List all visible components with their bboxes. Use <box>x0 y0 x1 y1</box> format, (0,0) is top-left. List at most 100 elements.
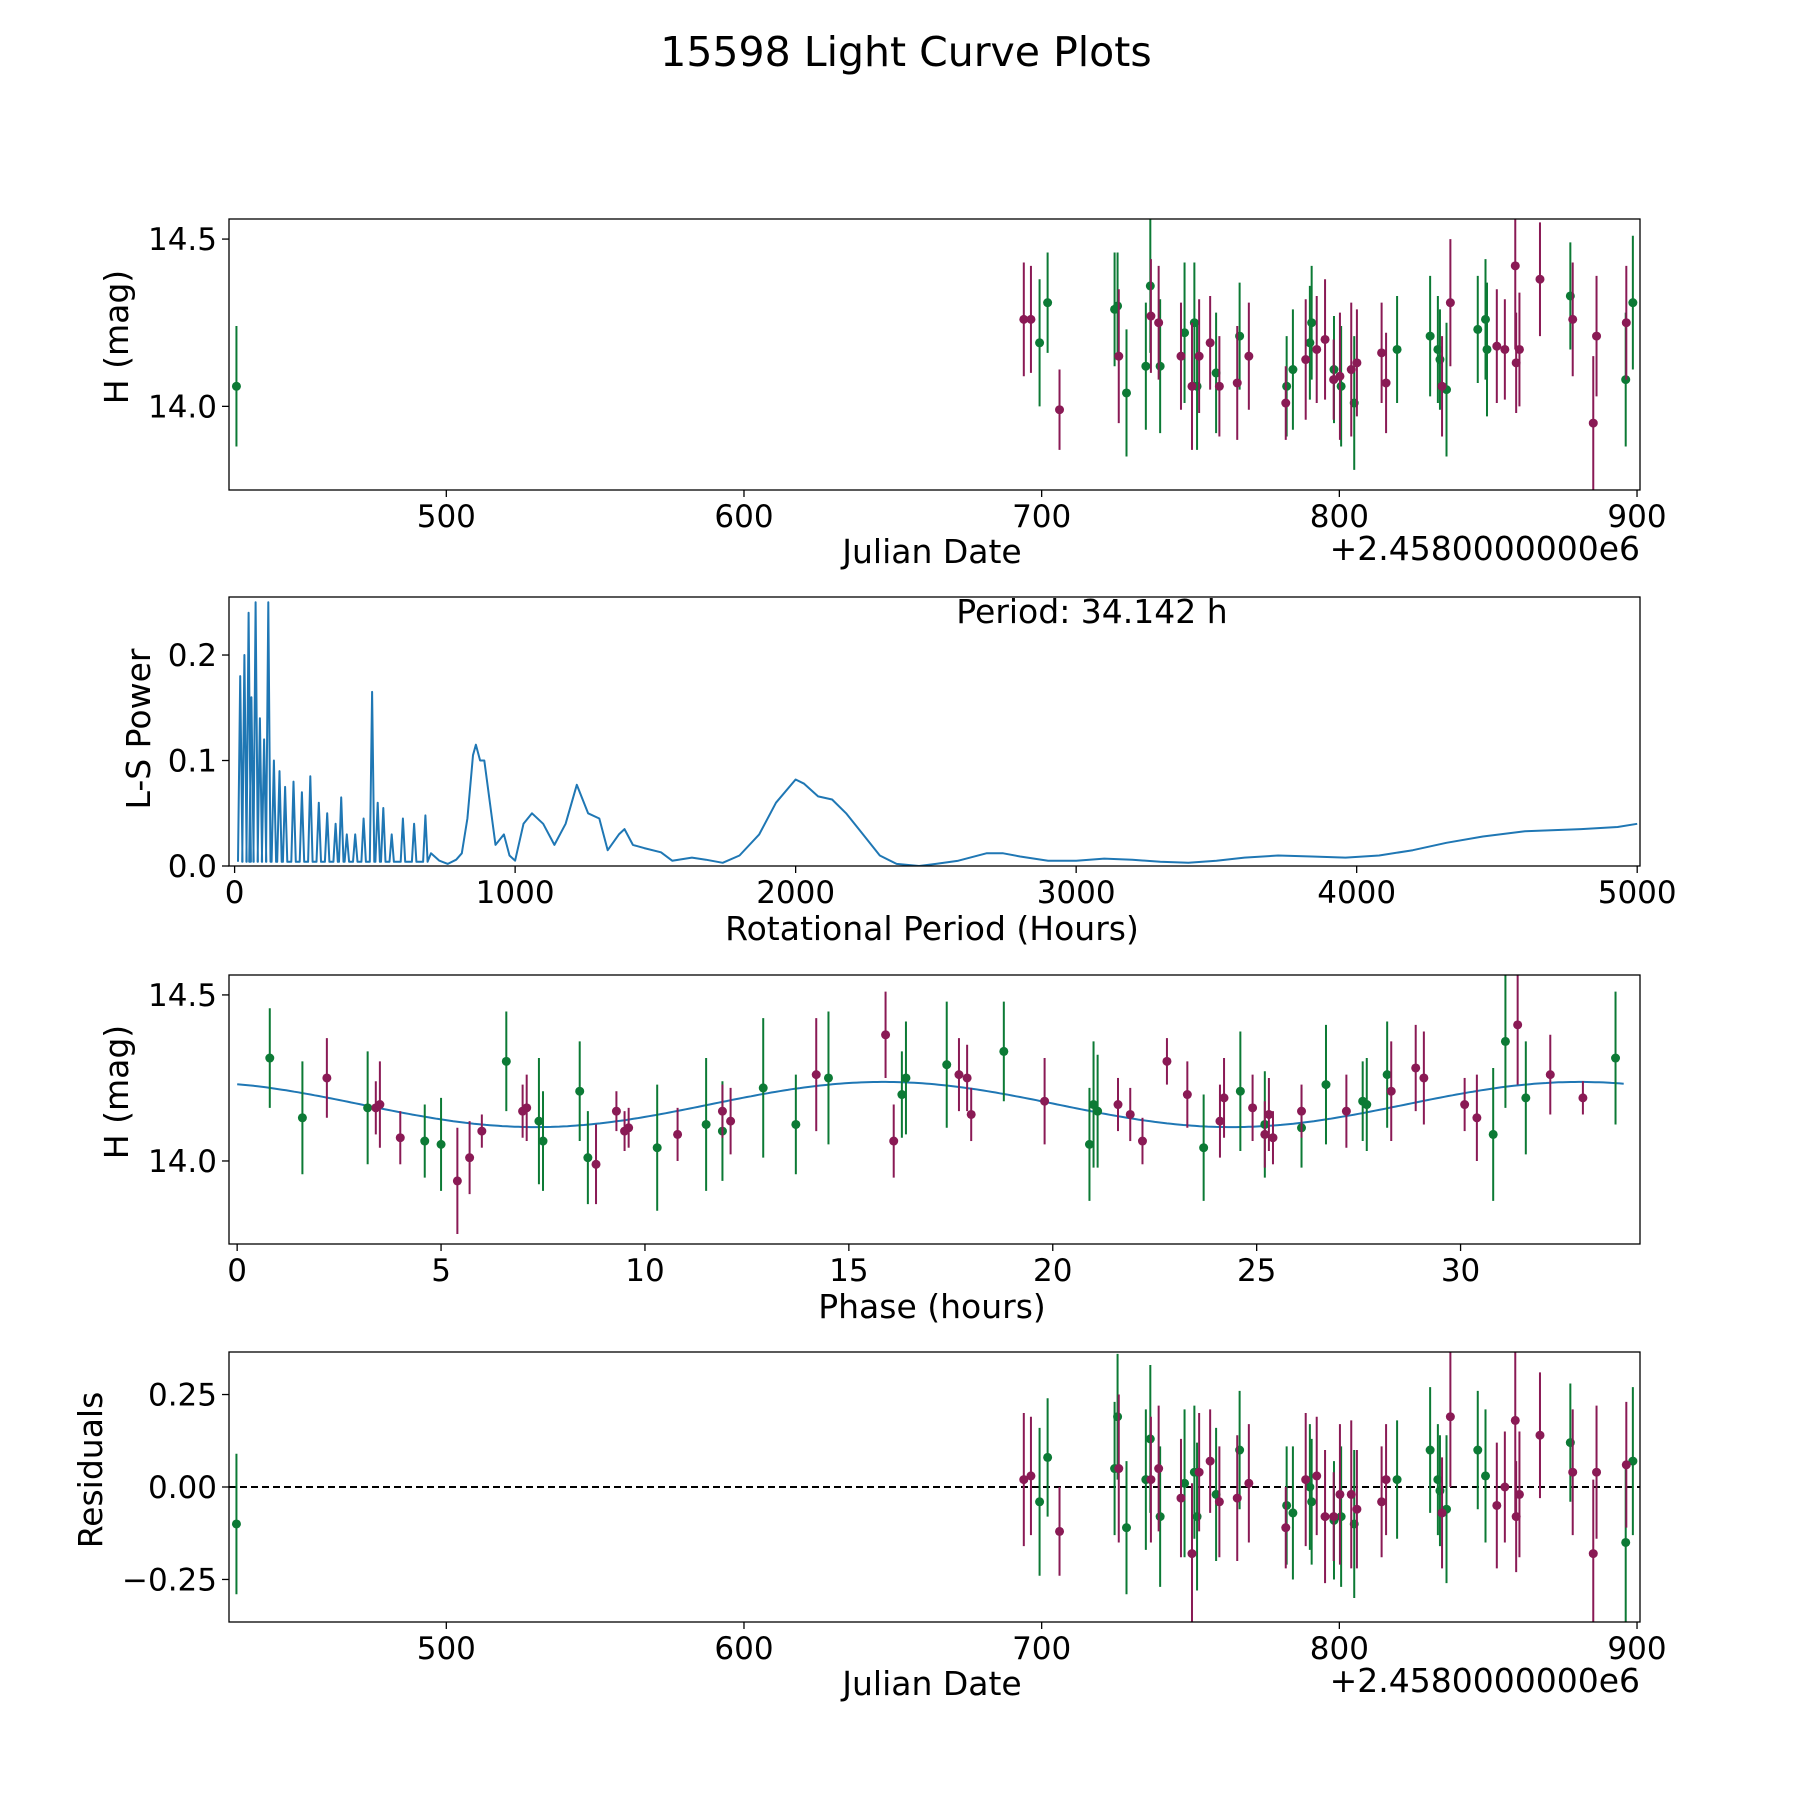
light-curve-point-purple <box>1346 365 1356 375</box>
light-curve-x-tick-label: 800 <box>1310 499 1369 535</box>
light-curve-point-green <box>1155 361 1165 371</box>
periodogram-x-tick-label: 0 <box>225 875 245 911</box>
light-curve-plot-area <box>231 219 1638 490</box>
residuals-panel: Julian Date Residuals +2.4580000000e6 50… <box>71 1351 1667 1703</box>
residuals-point-purple <box>1346 1489 1356 1499</box>
residuals-point-purple <box>1511 1512 1521 1522</box>
phased-point-purple <box>1040 1096 1050 1106</box>
light-curve-point-green <box>1305 338 1315 348</box>
residuals-point-green <box>1113 1412 1123 1422</box>
figure-title: 15598 Light Curve Plots <box>660 28 1151 76</box>
residuals-point-purple <box>1381 1475 1391 1485</box>
light-curve-y-tick-label: 14.0 <box>148 389 217 425</box>
phased-point-green <box>901 1073 911 1083</box>
phased-point-green <box>897 1090 907 1100</box>
phased-x-tick-label: 0 <box>227 1253 247 1289</box>
periodogram-x-tick-label: 3000 <box>1037 875 1116 911</box>
light-curve-point-purple <box>1621 318 1631 328</box>
residuals-point-purple <box>1055 1526 1065 1536</box>
light-curve-point-purple <box>1500 344 1510 354</box>
light-curve-point-green <box>1035 338 1045 348</box>
residuals-point-purple <box>1588 1549 1598 1559</box>
residuals-point-purple <box>1244 1478 1254 1488</box>
periodogram-x-tick-label: 2000 <box>756 875 835 911</box>
residuals-point-purple <box>1026 1471 1036 1481</box>
light-curve-point-purple <box>1187 381 1197 391</box>
residuals-point-green <box>1307 1497 1317 1507</box>
residuals-ylabel: Residuals <box>71 1392 110 1549</box>
phased-x-tick-label: 25 <box>1237 1253 1276 1289</box>
light-curve-point-green <box>1043 298 1053 308</box>
residuals-point-green <box>1621 1537 1631 1547</box>
residuals-point-green <box>1211 1489 1221 1499</box>
residuals-x-tick-label: 500 <box>417 1631 476 1667</box>
phased-point-green <box>823 1073 833 1083</box>
residuals-point-green <box>1192 1512 1202 1522</box>
phased-point-green <box>1084 1139 1094 1149</box>
phased-xlabel: Phase (hours) <box>818 1287 1046 1326</box>
light-curve-point-purple <box>1510 261 1520 271</box>
light-curve-point-green <box>1288 365 1298 375</box>
phased-point-green <box>999 1046 1009 1056</box>
phased-point-purple <box>954 1070 964 1080</box>
light-curve-point-purple <box>1511 358 1521 368</box>
phased-point-purple <box>1248 1103 1258 1113</box>
phased-point-purple <box>1472 1113 1482 1123</box>
residuals-point-green <box>1481 1471 1491 1481</box>
residuals-point-green <box>1435 1486 1445 1496</box>
light-curve-ylabel: H (mag) <box>97 270 136 404</box>
period-annotation: Period: 34.142 h <box>956 592 1227 631</box>
light-curve-point-purple <box>1312 344 1322 354</box>
residuals-x-tick-label: 800 <box>1310 1631 1369 1667</box>
light-curve-x-tick-label: 500 <box>417 499 476 535</box>
phased-point-purple <box>726 1116 736 1126</box>
residuals-point-purple <box>1114 1464 1124 1474</box>
periodogram-ylabel: L-S Power <box>119 648 158 809</box>
phased-point-purple <box>477 1126 487 1136</box>
light-curve-point-green <box>1628 298 1638 308</box>
residuals-point-purple <box>1194 1467 1204 1477</box>
phased-point-purple <box>1386 1086 1396 1096</box>
phased-point-green <box>575 1086 585 1096</box>
light-curve-point-green <box>1482 344 1492 354</box>
light-curve-point-purple <box>1492 341 1502 351</box>
phased-point-purple <box>375 1100 385 1110</box>
light-curve-point-purple <box>1055 405 1065 415</box>
residuals-point-green <box>1425 1445 1435 1455</box>
phased-x-tick-label: 20 <box>1033 1253 1072 1289</box>
phased-point-purple <box>1264 1109 1274 1119</box>
residuals-point-purple <box>1510 1415 1520 1425</box>
phased-point-green <box>652 1143 662 1153</box>
light-curve-point-purple <box>1026 314 1036 324</box>
periodogram-x-tick-label: 5000 <box>1598 875 1677 911</box>
residuals-point-purple <box>1281 1523 1291 1533</box>
phased-point-purple <box>1545 1070 1555 1080</box>
phased-point-green <box>420 1136 430 1146</box>
residuals-point-purple <box>1187 1549 1197 1559</box>
phased-point-purple <box>1341 1106 1351 1116</box>
phased-point-purple <box>1113 1100 1123 1110</box>
phased-point-green <box>1089 1100 1099 1110</box>
residuals-point-purple <box>1154 1464 1164 1474</box>
phased-point-purple <box>1215 1116 1225 1126</box>
phased-point-green <box>1362 1100 1372 1110</box>
light-curve-panel: Julian Date H (mag) +2.4580000000e6 500 6… <box>97 218 1667 571</box>
light-curve-point-purple <box>1205 338 1215 348</box>
light-curve-point-purple <box>1514 344 1524 354</box>
light-curve-xlabel: Julian Date <box>840 532 1022 571</box>
residuals-xlabel: Julian Date <box>840 1664 1022 1703</box>
residuals-point-green <box>231 1519 241 1529</box>
residuals-offset-label: +2.4580000000e6 <box>1330 1661 1640 1700</box>
light-curve-point-purple <box>1301 355 1311 365</box>
residuals-point-purple <box>1146 1475 1156 1485</box>
residuals-point-purple <box>1535 1430 1545 1440</box>
phased-point-green <box>1500 1036 1510 1046</box>
phased-point-purple <box>522 1103 532 1113</box>
light-curve-point-purple <box>1592 331 1602 341</box>
residuals-point-purple <box>1568 1467 1578 1477</box>
residuals-point-green <box>1628 1456 1638 1466</box>
residuals-point-purple <box>1320 1512 1330 1522</box>
phased-point-purple <box>1260 1129 1270 1139</box>
light-curve-point-green <box>1211 368 1221 378</box>
residuals-point-green <box>1035 1497 1045 1507</box>
